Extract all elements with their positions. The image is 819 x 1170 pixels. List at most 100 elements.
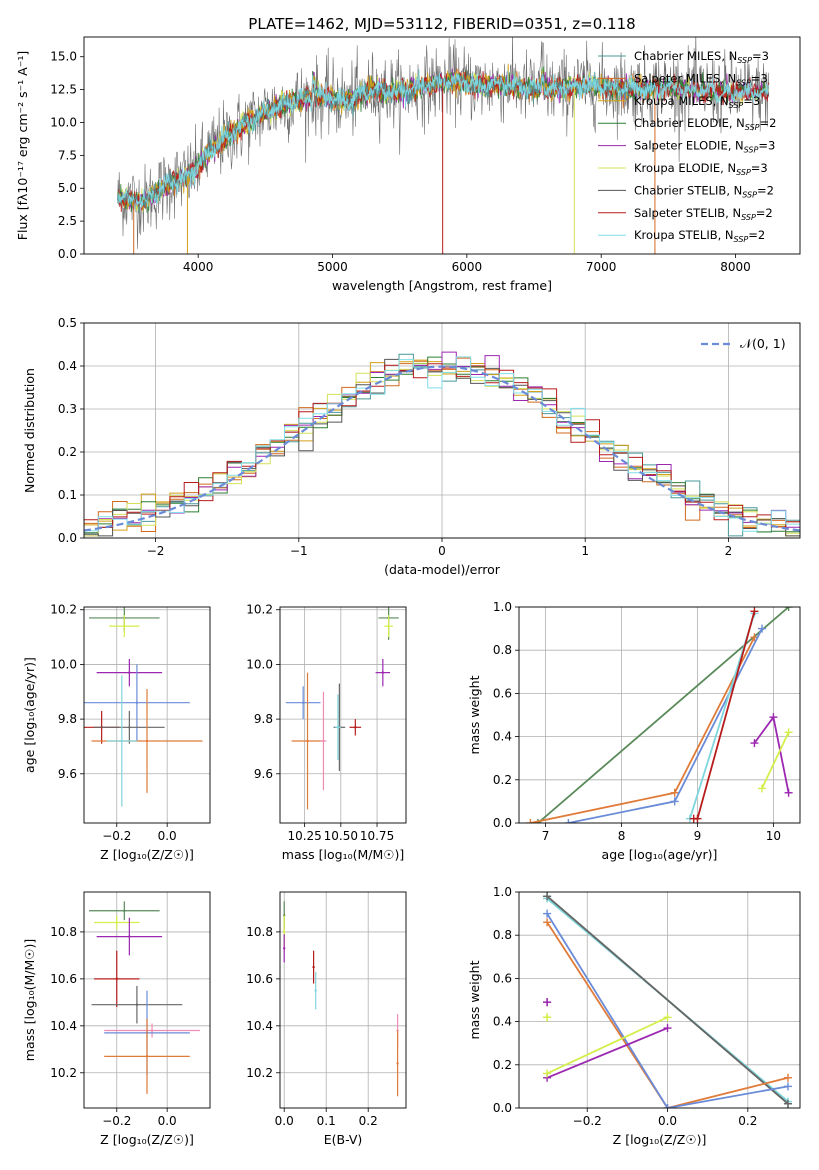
data-point (396, 1062, 399, 1065)
x-tick-label: 0 (438, 544, 446, 558)
data-point (123, 624, 126, 628)
axes-frame (279, 606, 407, 824)
y-tick-label: 10.6 (50, 972, 77, 986)
x-tick-label: −0.2 (102, 829, 131, 843)
y-tick-label: 0.0 (493, 816, 512, 830)
y-tick-label: 15.0 (50, 50, 77, 64)
x-axis-label: wavelength [Angstrom, rest frame] (332, 278, 552, 293)
y-tick-label: 10.2 (246, 1066, 273, 1080)
axes-frame (83, 36, 801, 255)
y-axis-label: age [log₁₀(age/yr)] (22, 657, 37, 773)
data-point (135, 1003, 139, 1006)
y-tick-label: 9.6 (58, 767, 77, 781)
x-tick-label: 6000 (452, 260, 483, 274)
axes-frame (83, 606, 211, 824)
x-tick-label: 0.0 (658, 1114, 677, 1128)
chart-layer: 4000 5000 6000 7000 80000.02.55.07.510.012.5… (15, 36, 801, 1147)
histogram-step (84, 363, 800, 538)
legend-label: Kroupa STELIB, NSSP=2 (634, 228, 765, 244)
normal-curve (84, 365, 800, 532)
age_vs_Z-points (84, 607, 203, 807)
y-axis-label: mass [log₁₀(M/M☉)] (22, 939, 37, 1061)
x-tick-label: 0.0 (275, 1114, 294, 1128)
age_vs_mass-points (285, 607, 399, 810)
y-tick-label: 0.0 (58, 247, 77, 261)
y-axis-label: mass weight (467, 960, 482, 1039)
spectrum-lines (117, 37, 770, 254)
x-tick-label: 7000 (586, 260, 617, 274)
data-point (123, 909, 126, 912)
data-point (283, 930, 286, 934)
y-tick-label: 0.2 (493, 1058, 512, 1072)
y-tick-label: 0.1 (58, 488, 77, 502)
data-point (120, 739, 124, 743)
y-tick-label: 1.0 (493, 885, 512, 899)
x-tick-label: 0.0 (158, 829, 177, 843)
weight-line (546, 913, 789, 1108)
data-point (301, 701, 305, 704)
y-tick-label: 10.6 (246, 972, 273, 986)
y-tick-label: 0.5 (58, 316, 77, 330)
y-tick-label: 5.0 (58, 181, 77, 195)
x-axis-label: Z [log₁₀(Z/Z☉)] (613, 1132, 707, 1147)
mass_vs_Z-points (89, 901, 200, 1094)
x-tick-label: 8000 (720, 260, 751, 274)
y-tick-label: 1.0 (493, 600, 512, 614)
data-point (283, 947, 286, 950)
weight-line (761, 731, 790, 789)
x-tick-label: 10.25 (287, 829, 321, 843)
x-tick-label: 0.2 (738, 1114, 757, 1128)
x-tick-label: −2 (147, 544, 165, 558)
legend-label: Salpeter ELODIE, NSSP=3 (634, 139, 775, 155)
data-point (381, 671, 385, 674)
x-axis-label: Z [log₁₀(Z/Z☉)] (100, 847, 194, 862)
y-tick-label: 0.8 (493, 643, 512, 657)
y-tick-label: 10.0 (246, 657, 273, 671)
data-point (128, 935, 131, 938)
x-axis-label: (data-model)/error (384, 562, 501, 577)
y-tick-label: 12.5 (50, 83, 77, 97)
axes-frame (279, 891, 407, 1109)
weight-line (537, 607, 790, 823)
data-point (115, 921, 118, 924)
legend-label: Kroupa ELODIE, NSSP=3 (634, 161, 768, 177)
y-tick-label: 10.0 (50, 657, 77, 671)
y-tick-label: 10.4 (246, 1019, 273, 1033)
y-tick-label: 10.2 (50, 603, 77, 617)
y-tick-label: 0.4 (493, 730, 512, 744)
data-point (387, 624, 390, 628)
weight-line (546, 895, 789, 1105)
weight-line (693, 611, 756, 820)
axes-frame (518, 606, 801, 824)
y-tick-label: 9.8 (254, 712, 273, 726)
weight_vs_Z-series (543, 892, 792, 1108)
y-tick-label: 0.8 (493, 928, 512, 942)
weight-line (753, 715, 790, 793)
histogram-step (84, 356, 800, 538)
y-tick-label: 10.8 (50, 925, 77, 939)
x-tick-label: 5000 (317, 260, 348, 274)
data-point (150, 1029, 154, 1032)
x-tick-label: −0.2 (573, 1114, 602, 1128)
data-point (314, 989, 317, 992)
y-tick-label: 10.4 (50, 1019, 77, 1033)
y-tick-label: 0.2 (58, 445, 77, 459)
legend-label: Chabrier STELIB, NSSP=2 (634, 183, 774, 199)
weight-line (568, 628, 763, 823)
figure-title: PLATE=1462, MJD=53112, FIBERID=0351, z=0… (248, 15, 635, 33)
y-tick-label: 10.8 (246, 925, 273, 939)
data-point (128, 726, 131, 729)
data-point (145, 1055, 149, 1058)
y-tick-label: 0.6 (493, 686, 512, 700)
y-axis-label: Normed distribution (22, 368, 37, 493)
data-point (145, 739, 149, 743)
x-axis-label: E(B-V) (324, 1132, 363, 1147)
x-tick-label: 8 (618, 829, 626, 843)
x-axis-label: age [log₁₀(age/yr)] (602, 847, 718, 862)
y-tick-label: 9.6 (254, 767, 273, 781)
data-point (322, 739, 325, 743)
legend-label: Chabrier MILES, NSSP=3 (634, 49, 769, 65)
x-tick-label: −1 (290, 544, 308, 558)
weight-line (546, 921, 789, 1108)
